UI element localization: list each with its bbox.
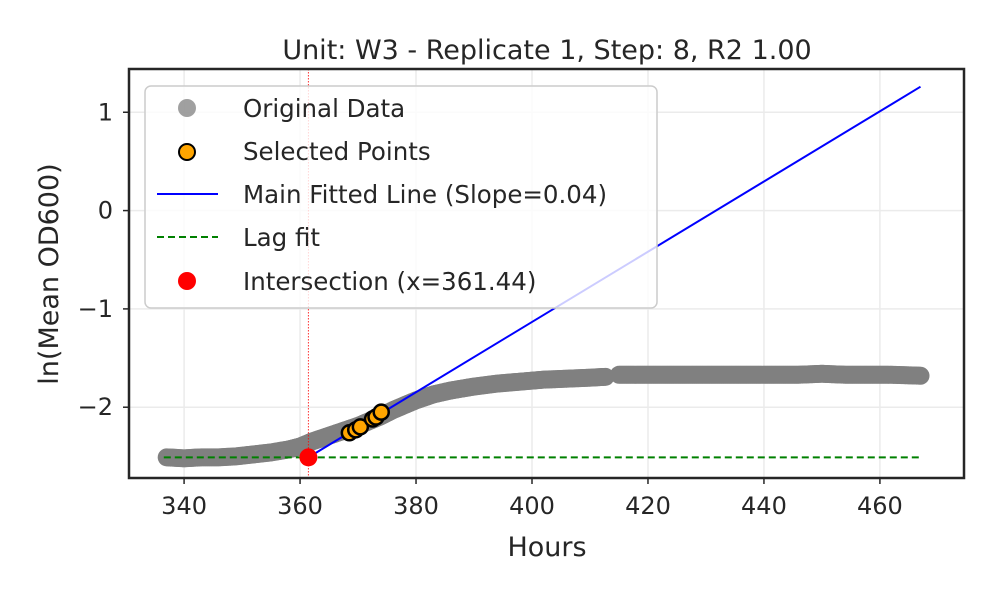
x-tick-label: 460 bbox=[857, 492, 903, 520]
chart-title: Unit: W3 - Replicate 1, Step: 8, R2 1.00 bbox=[282, 35, 811, 66]
legend-label-main-fitted-line: Main Fitted Line (Slope=0.04) bbox=[243, 180, 607, 209]
original-data-point bbox=[596, 367, 615, 386]
axis-ticks: 340 360 380 400 420 440 460 1 0 −1 −2 bbox=[78, 98, 903, 520]
legend-label-selected-points: Selected Points bbox=[243, 137, 431, 166]
x-tick-label: 400 bbox=[509, 492, 555, 520]
x-tick-label: 440 bbox=[741, 492, 787, 520]
y-axis-title: ln(Mean OD600) bbox=[34, 163, 65, 384]
y-tick-label: 1 bbox=[98, 98, 113, 126]
selected-point bbox=[372, 403, 390, 421]
legend: Original Data Selected Points Main Fitte… bbox=[144, 85, 658, 309]
legend-marker-intersection bbox=[178, 272, 196, 290]
plot-data bbox=[157, 69, 930, 478]
y-tick-label: 0 bbox=[98, 197, 113, 225]
selected-point bbox=[351, 418, 370, 436]
legend-label-lag-fit: Lag fit bbox=[243, 223, 320, 252]
legend-label-original-data: Original Data bbox=[243, 94, 405, 123]
intersection-point bbox=[299, 448, 318, 467]
original-data-point bbox=[911, 366, 930, 385]
original-data-points bbox=[157, 364, 930, 468]
y-tick-label: −1 bbox=[78, 295, 113, 323]
y-tick-label: −2 bbox=[78, 393, 113, 421]
x-tick-label: 360 bbox=[277, 492, 323, 520]
legend-marker-selected-points bbox=[178, 143, 196, 161]
x-axis-title: Hours bbox=[507, 532, 586, 563]
x-tick-label: 340 bbox=[161, 492, 207, 520]
legend-marker-original-data bbox=[178, 99, 196, 117]
x-tick-label: 420 bbox=[625, 492, 671, 520]
legend-label-intersection: Intersection (x=361.44) bbox=[243, 267, 536, 296]
legend-box bbox=[144, 85, 658, 309]
x-tick-label: 380 bbox=[393, 492, 439, 520]
plot-frame bbox=[127, 67, 966, 480]
